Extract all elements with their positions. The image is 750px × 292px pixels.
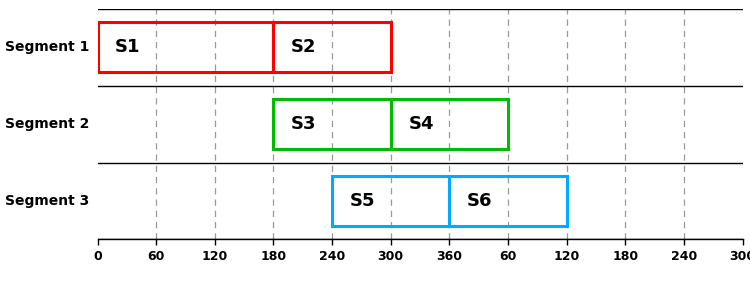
Text: Segment 2: Segment 2 xyxy=(5,117,90,131)
Text: S6: S6 xyxy=(467,192,493,210)
Bar xyxy=(274,22,391,72)
Bar xyxy=(274,99,391,149)
Text: S2: S2 xyxy=(291,38,316,56)
Text: S4: S4 xyxy=(408,115,434,133)
Text: S1: S1 xyxy=(115,38,140,56)
Bar xyxy=(391,99,508,149)
Bar xyxy=(98,22,274,72)
Text: Segment 3: Segment 3 xyxy=(5,194,90,208)
Bar xyxy=(449,176,566,226)
Bar xyxy=(332,176,449,226)
Text: S3: S3 xyxy=(291,115,316,133)
Text: Segment 1: Segment 1 xyxy=(5,40,90,54)
Text: S5: S5 xyxy=(350,192,375,210)
